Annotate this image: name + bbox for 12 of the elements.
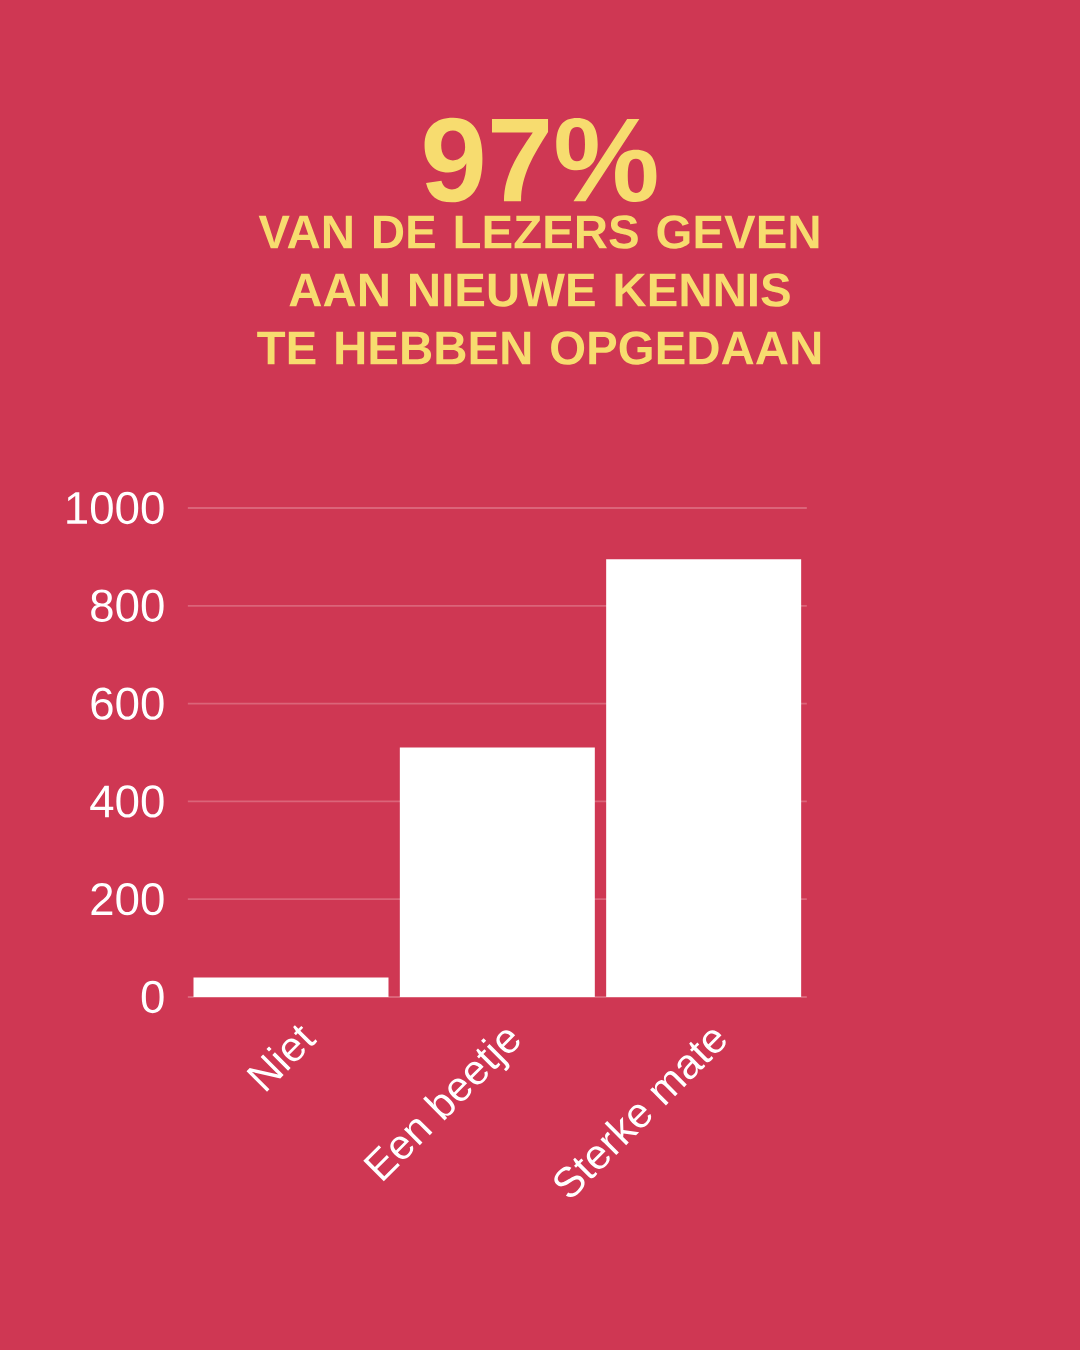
y-tick-label: 600 <box>91 687 164 720</box>
y-tick-label: 1000 <box>67 491 164 525</box>
y-tick-label: 0 <box>141 980 164 1014</box>
bar <box>193 977 389 997</box>
chart-subtitle: VAN DE LEZERS GEVEN AAN NIEUWE KENNIS TE HEBBEN OPGEDAAN <box>257 215 821 365</box>
y-tick-label: 400 <box>90 785 164 818</box>
chart-title: 97% <box>424 117 657 203</box>
y-tick-label: 200 <box>91 883 164 916</box>
bar <box>606 559 802 997</box>
bar <box>399 747 595 997</box>
y-tick-label: 800 <box>91 589 164 622</box>
x-tick-label: Niet <box>246 1025 318 1092</box>
